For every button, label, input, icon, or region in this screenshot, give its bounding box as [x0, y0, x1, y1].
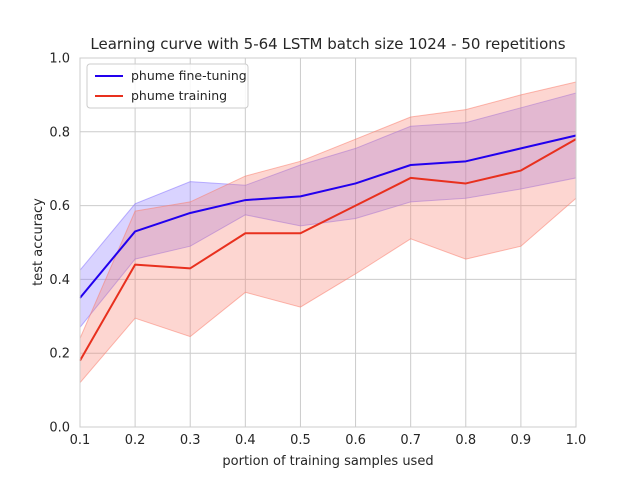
x-tick-label: 0.3 — [180, 433, 201, 448]
y-tick-label: 0.4 — [49, 273, 70, 288]
legend-label-training: phume training — [131, 88, 227, 103]
line-fine-tuning — [79, 134, 577, 299]
x-tick-label: 0.8 — [455, 433, 476, 448]
chart-title: Learning curve with 5-64 LSTM batch size… — [90, 35, 565, 53]
y-tick-label: 0.2 — [49, 347, 70, 362]
plot-frame — [79, 57, 577, 428]
y-tick-label: 1.0 — [49, 52, 70, 67]
legend-label-fine-tuning: phume fine-tuning — [131, 68, 247, 83]
x-tick-label: 0.6 — [345, 433, 366, 448]
x-tick-label: 1.0 — [566, 433, 587, 448]
legend-box — [86, 63, 249, 109]
x-tick-label: 0.9 — [511, 433, 532, 448]
x-tick-label: 0.7 — [400, 433, 421, 448]
y-tick-label: 0.6 — [49, 199, 70, 214]
x-tick-label: 0.5 — [290, 433, 311, 448]
x-tick-label: 0.4 — [235, 433, 256, 448]
y-tick-labels: 0.0 0.2 0.4 0.6 0.8 1.0 — [49, 52, 70, 436]
y-tick-label: 0.0 — [49, 421, 70, 436]
x-tick-labels: 0.1 0.2 0.3 0.4 0.5 0.6 0.7 0.8 0.9 1.0 — [70, 433, 587, 448]
x-axis-label: portion of training samples used — [222, 454, 433, 469]
plot-area — [80, 58, 576, 427]
x-tick-label: 0.2 — [125, 433, 146, 448]
x-tick-label: 0.1 — [70, 433, 91, 448]
legend: phume fine-tuning phume training — [86, 63, 249, 109]
y-axis-label: test accuracy — [31, 198, 46, 286]
y-tick-label: 0.8 — [49, 125, 70, 140]
series-lines — [79, 134, 577, 362]
line-training — [79, 138, 577, 362]
